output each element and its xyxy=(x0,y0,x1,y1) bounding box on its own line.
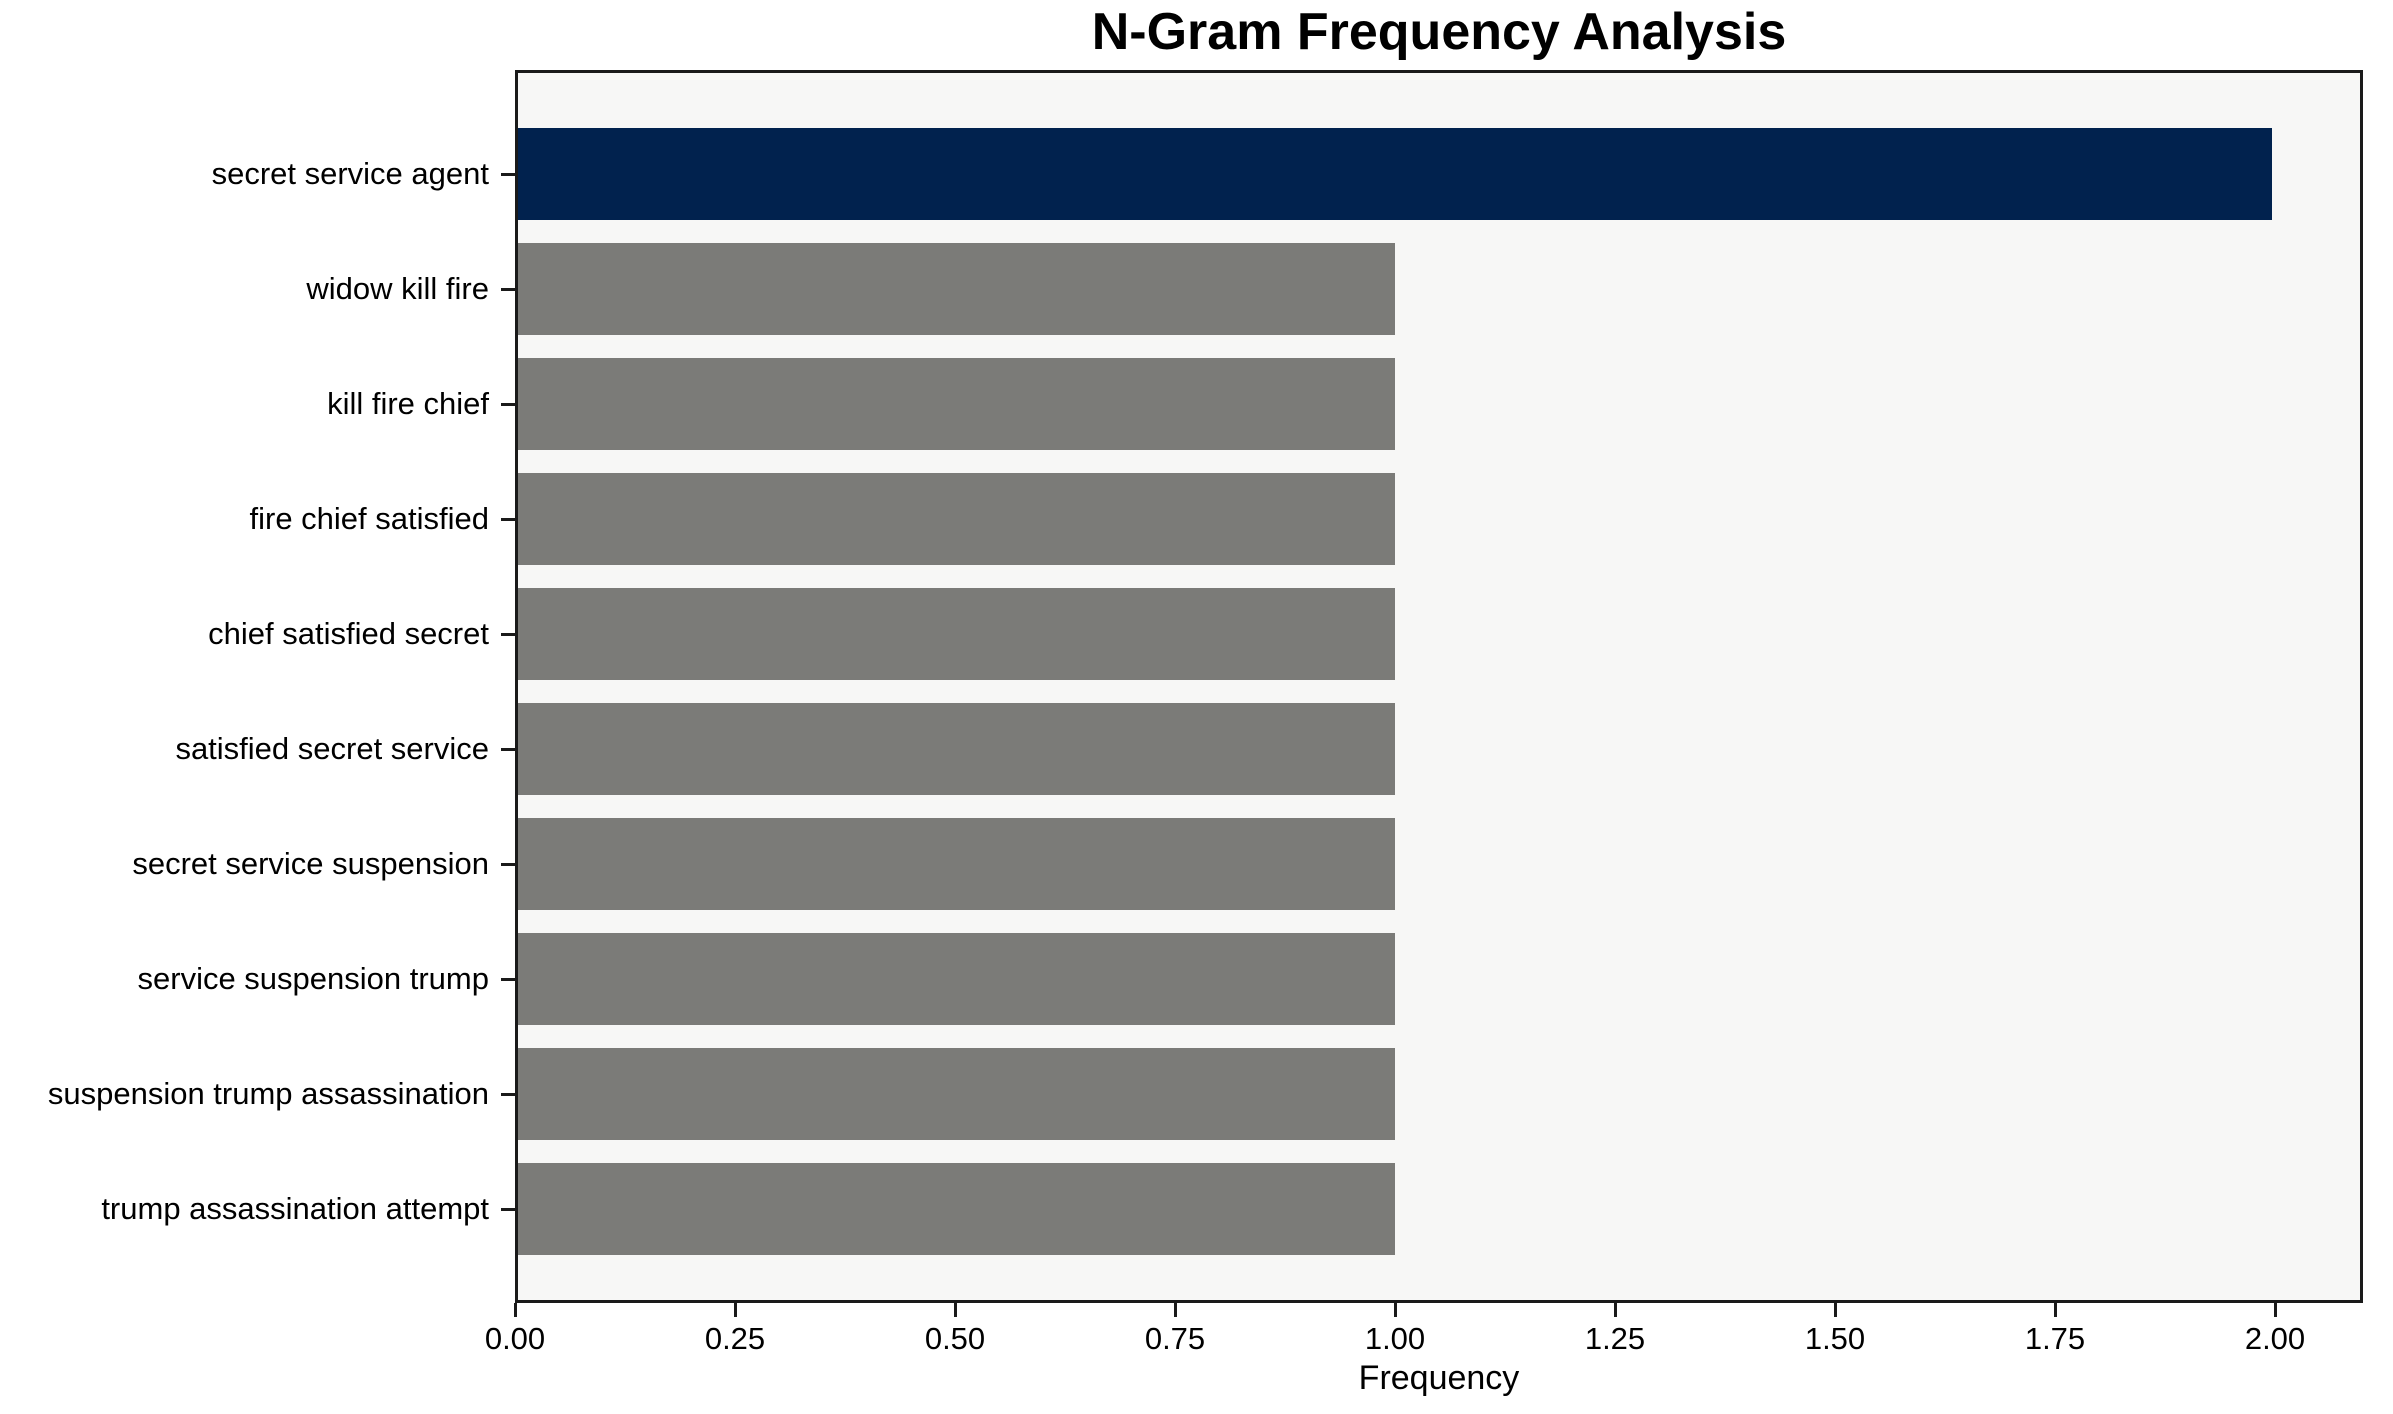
x-tick xyxy=(513,1303,517,1317)
y-tick xyxy=(501,747,515,751)
x-tick-label: 2.00 xyxy=(2244,1321,2306,1356)
plot-area xyxy=(515,70,2363,1303)
y-tick xyxy=(501,862,515,866)
y-tick-label: fire chief satisfied xyxy=(249,501,490,536)
y-tick-label: service suspension trump xyxy=(137,961,490,996)
bar-kill-fire-chief xyxy=(518,358,1396,450)
y-tick-label: satisfied secret service xyxy=(175,731,489,766)
bar-trump-assassination-attempt xyxy=(518,1163,1396,1255)
x-tick-label: 1.25 xyxy=(1584,1321,1646,1356)
x-tick xyxy=(1393,1303,1397,1317)
y-tick-label: suspension trump assassination xyxy=(47,1076,489,1111)
y-tick-label: secret service suspension xyxy=(132,846,489,881)
bar-chief-satisfied-secret xyxy=(518,588,1396,680)
bar-satisfied-secret-service xyxy=(518,703,1396,795)
x-tick xyxy=(733,1303,737,1317)
bar-secret-service-agent xyxy=(518,128,2273,220)
bar-service-suspension-trump xyxy=(518,933,1396,1025)
x-tick-label: 1.00 xyxy=(1364,1321,1426,1356)
y-tick-label: secret service agent xyxy=(211,156,489,191)
y-tick-label: chief satisfied secret xyxy=(208,616,489,651)
x-tick xyxy=(1173,1303,1177,1317)
bar-widow-kill-fire xyxy=(518,243,1396,335)
x-tick-label: 0.00 xyxy=(484,1321,546,1356)
y-tick xyxy=(501,517,515,521)
bar-fire-chief-satisfied xyxy=(518,473,1396,565)
x-tick-label: 0.50 xyxy=(924,1321,986,1356)
x-tick xyxy=(2053,1303,2057,1317)
y-tick xyxy=(501,632,515,636)
chart-title: N-Gram Frequency Analysis xyxy=(1091,3,1787,61)
y-tick-label: kill fire chief xyxy=(327,386,489,421)
y-tick xyxy=(501,402,515,406)
bar-secret-service-suspension xyxy=(518,818,1396,910)
y-tick-label: widow kill fire xyxy=(306,271,489,306)
y-tick xyxy=(501,287,515,291)
x-axis-label: Frequency xyxy=(1358,1359,1520,1397)
x-tick xyxy=(1833,1303,1837,1317)
y-tick xyxy=(501,1092,515,1096)
x-tick-label: 1.75 xyxy=(2024,1321,2086,1356)
y-tick xyxy=(501,172,515,176)
x-tick xyxy=(953,1303,957,1317)
bar-suspension-trump-assassination xyxy=(518,1048,1396,1140)
x-tick-label: 0.75 xyxy=(1144,1321,1206,1356)
y-tick xyxy=(501,1207,515,1211)
y-tick xyxy=(501,977,515,981)
x-tick-label: 0.25 xyxy=(704,1321,766,1356)
x-tick-label: 1.50 xyxy=(1804,1321,1866,1356)
y-tick-label: trump assassination attempt xyxy=(101,1191,489,1226)
x-tick xyxy=(1613,1303,1617,1317)
x-tick xyxy=(2273,1303,2277,1317)
